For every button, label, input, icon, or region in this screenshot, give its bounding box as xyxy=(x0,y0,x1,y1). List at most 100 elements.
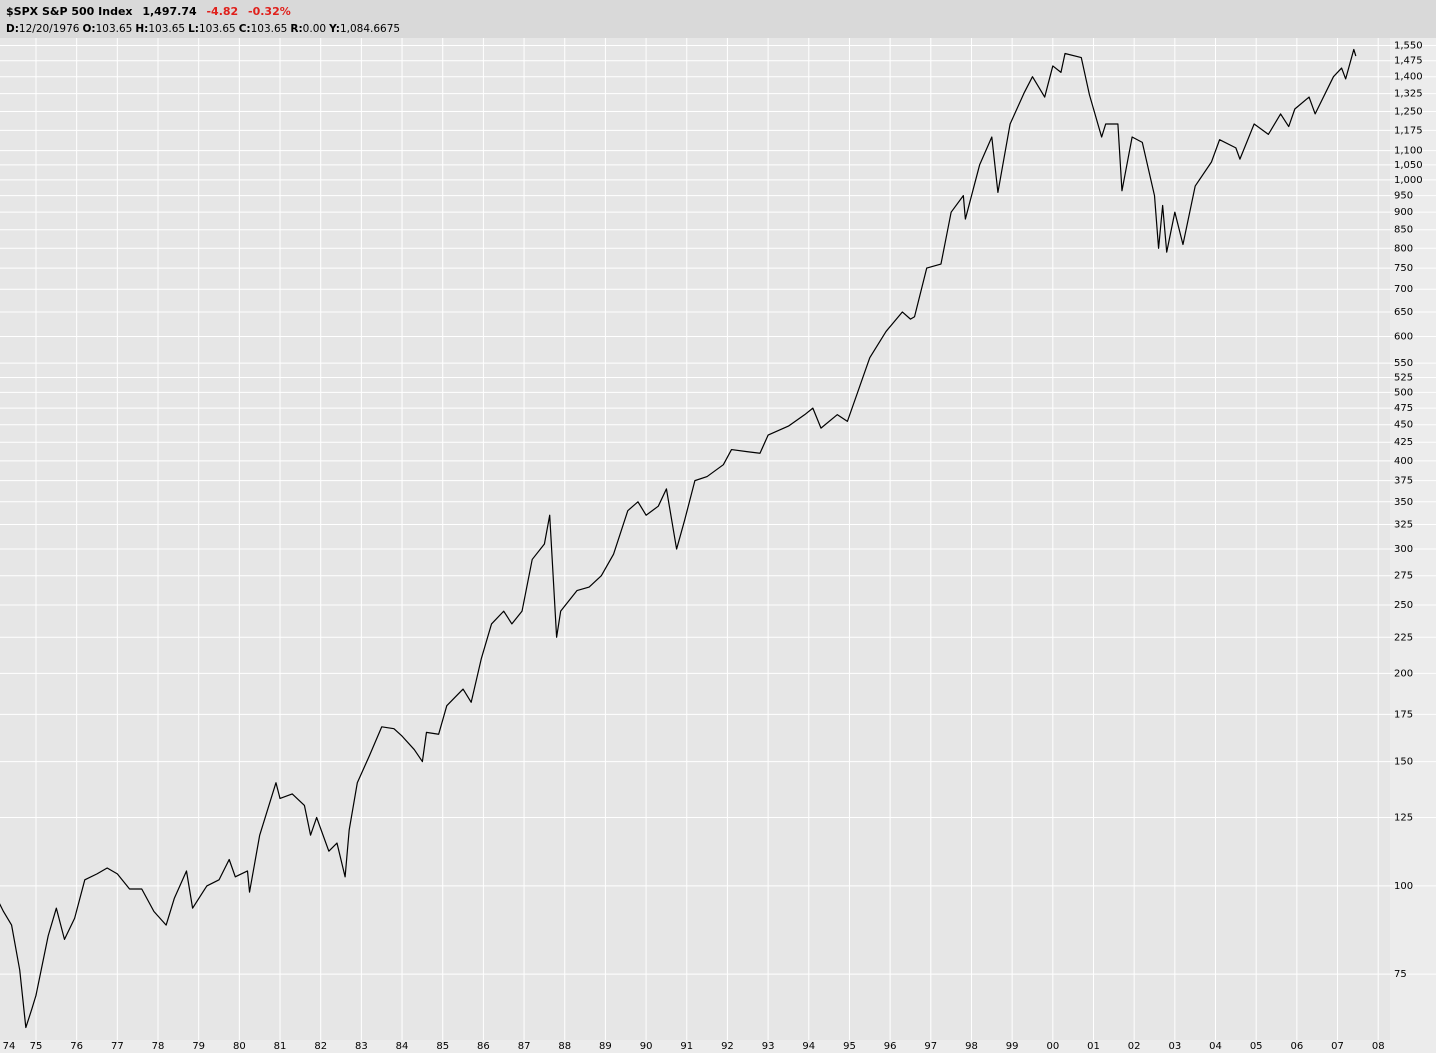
x-tick-label: 84 xyxy=(396,1041,409,1052)
y-tick-label: 100 xyxy=(1394,881,1413,892)
x-tick-label: 93 xyxy=(762,1041,775,1052)
y-tick-label: 400 xyxy=(1394,456,1413,467)
ohlc-value: 0.00 xyxy=(302,23,327,35)
y-tick-label: 1,400 xyxy=(1394,72,1423,83)
y-tick-label: 750 xyxy=(1394,263,1413,274)
x-tick-label: 07 xyxy=(1331,1041,1344,1052)
y-tick-label: 325 xyxy=(1394,520,1413,531)
x-tick-label: 87 xyxy=(518,1041,531,1052)
ohlc-line: D:12/20/1976 O:103.65 H:103.65 L:103.65 C:10… xyxy=(6,23,403,35)
y-tick-label: 450 xyxy=(1394,420,1413,431)
y-tick-label: 1,175 xyxy=(1394,125,1423,136)
x-tick-label: 88 xyxy=(558,1041,571,1052)
x-tick-label: 95 xyxy=(843,1041,856,1052)
ohlc-key: D: xyxy=(6,23,19,35)
ohlc-value: 103.65 xyxy=(250,23,288,35)
x-tick-label: 75 xyxy=(30,1041,43,1052)
symbol: $SPX S&P 500 Index xyxy=(6,5,133,18)
x-tick-label: 06 xyxy=(1290,1041,1303,1052)
x-tick-label: 83 xyxy=(355,1041,368,1052)
quote-line: $SPX S&P 500 Index 1,497.74 -4.82 -0.32% xyxy=(6,5,291,18)
x-tick-label: 04 xyxy=(1209,1041,1222,1052)
ohlc-key: Y: xyxy=(329,23,340,35)
y-tick-label: 500 xyxy=(1394,387,1413,398)
x-tick-label: 85 xyxy=(436,1041,449,1052)
x-tick-label: 96 xyxy=(884,1041,897,1052)
x-tick-label: 90 xyxy=(640,1041,653,1052)
y-tick-label: 1,050 xyxy=(1394,160,1423,171)
ohlc-value: 103.65 xyxy=(95,23,133,35)
y-tick-label: 800 xyxy=(1394,243,1413,254)
x-tick-label: 86 xyxy=(477,1041,490,1052)
x-tick-label: 02 xyxy=(1128,1041,1141,1052)
x-tick-label: 79 xyxy=(192,1041,205,1052)
ohlc-key: L: xyxy=(188,23,199,35)
x-tick-label: 76 xyxy=(70,1041,83,1052)
ohlc-key: O: xyxy=(82,23,96,35)
y-tick-label: 275 xyxy=(1394,571,1413,582)
x-tick-label: 98 xyxy=(965,1041,978,1052)
ohlc-key: C: xyxy=(238,23,251,35)
ohlc-value: 103.65 xyxy=(198,23,236,35)
y-tick-label: 900 xyxy=(1394,207,1413,218)
ohlc-item: H:103.65 xyxy=(135,23,185,35)
y-tick-label: 1,325 xyxy=(1394,89,1423,100)
y-tick-label: 375 xyxy=(1394,476,1413,487)
x-tick-label: 05 xyxy=(1250,1041,1263,1052)
ohlc-value: 1,084.6675 xyxy=(339,23,401,35)
y-tick-label: 150 xyxy=(1394,757,1413,768)
x-tick-label: 74 xyxy=(3,1041,16,1052)
x-tick-label: 77 xyxy=(111,1041,124,1052)
ohlc-value: 12/20/1976 xyxy=(18,23,80,35)
x-tick-label: 89 xyxy=(599,1041,612,1052)
change: -4.82 xyxy=(206,5,239,18)
y-tick-label: 125 xyxy=(1394,812,1413,823)
x-tick-label: 97 xyxy=(924,1041,937,1052)
x-tick-label: 82 xyxy=(314,1041,327,1052)
y-tick-label: 200 xyxy=(1394,668,1413,679)
y-tick-label: 175 xyxy=(1394,709,1413,720)
x-axis-panel xyxy=(0,1040,1436,1053)
x-tick-label: 08 xyxy=(1372,1041,1385,1052)
x-tick-label: 80 xyxy=(233,1041,246,1052)
x-tick-label: 94 xyxy=(802,1041,815,1052)
price-line xyxy=(0,48,1357,1029)
y-tick-label: 250 xyxy=(1394,600,1413,611)
x-tick-label: 99 xyxy=(1006,1041,1019,1052)
header: $SPX S&P 500 Index 1,497.74 -4.82 -0.32%… xyxy=(0,0,1436,38)
y-tick-label: 1,100 xyxy=(1394,146,1423,157)
y-tick-label: 475 xyxy=(1394,403,1413,414)
y-tick-label: 75 xyxy=(1394,969,1407,980)
y-tick-label: 425 xyxy=(1394,437,1413,448)
ohlc-value: 103.65 xyxy=(148,23,186,35)
y-tick-label: 550 xyxy=(1394,358,1413,369)
y-tick-label: 700 xyxy=(1394,284,1413,295)
y-axis-panel xyxy=(1390,38,1436,1053)
y-tick-label: 1,550 xyxy=(1394,40,1423,51)
x-tick-label: 00 xyxy=(1046,1041,1059,1052)
x-tick-label: 78 xyxy=(152,1041,165,1052)
ohlc-item: C:103.65 xyxy=(239,23,288,35)
y-tick-label: 1,250 xyxy=(1394,106,1423,117)
ohlc-item: R:0.00 xyxy=(290,23,326,35)
x-tick-label: 81 xyxy=(274,1041,287,1052)
y-tick-label: 850 xyxy=(1394,225,1413,236)
y-tick-label: 650 xyxy=(1394,307,1413,318)
ohlc-key: H: xyxy=(135,23,149,35)
y-tick-label: 525 xyxy=(1394,372,1413,383)
y-tick-label: 1,475 xyxy=(1394,56,1423,67)
y-tick-label: 600 xyxy=(1394,332,1413,343)
y-tick-label: 350 xyxy=(1394,497,1413,508)
x-tick-label: 91 xyxy=(680,1041,693,1052)
x-tick-label: 01 xyxy=(1087,1041,1100,1052)
ohlc-item: D:12/20/1976 xyxy=(6,23,79,35)
y-tick-label: 950 xyxy=(1394,191,1413,202)
y-tick-label: 1,000 xyxy=(1394,175,1423,186)
change-pct: -0.32% xyxy=(248,5,291,18)
y-tick-label: 225 xyxy=(1394,632,1413,643)
x-tick-label: 92 xyxy=(721,1041,734,1052)
y-tick-label: 300 xyxy=(1394,544,1413,555)
last-price: 1,497.74 xyxy=(142,5,197,18)
